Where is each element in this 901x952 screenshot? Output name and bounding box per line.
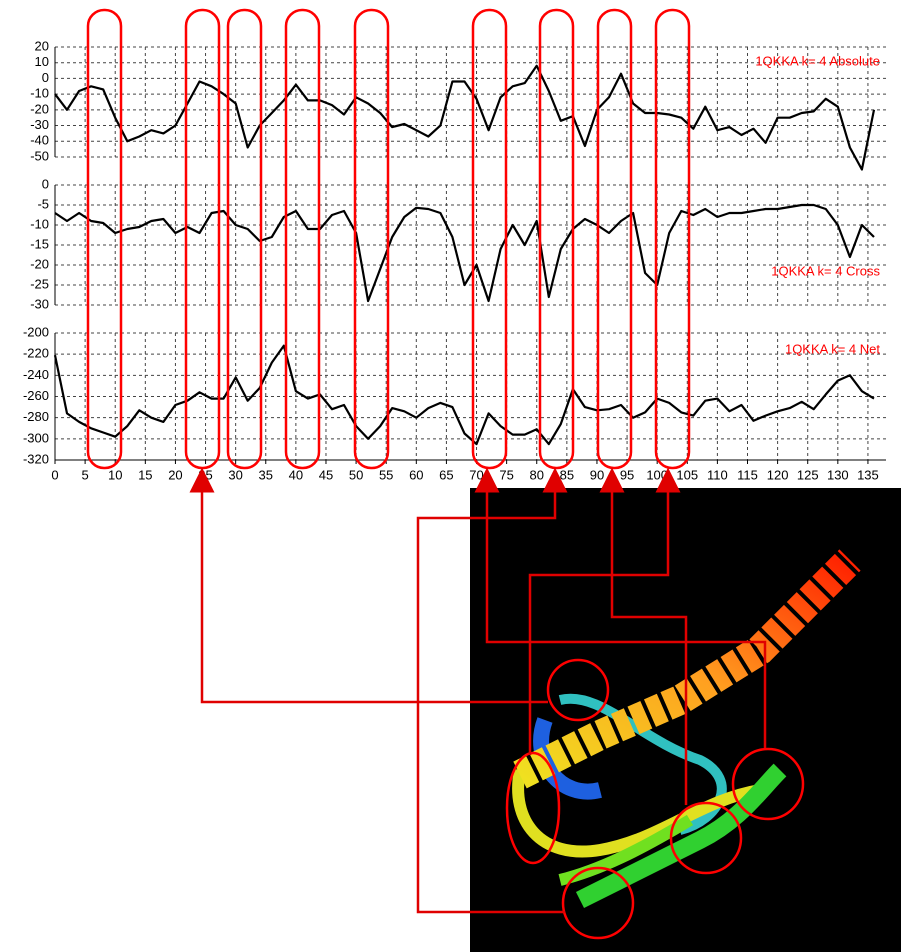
y-tick-label: -220: [23, 346, 49, 361]
series-label: 1QKKA k= 4 Absolute: [755, 53, 880, 68]
y-tick-label: -240: [23, 367, 49, 382]
x-tick-label: 85: [560, 467, 574, 482]
x-tick-label: 65: [439, 467, 453, 482]
y-tick-label: -20: [30, 101, 49, 116]
y-tick-label: -30: [30, 296, 49, 311]
series-label: 1QKKA k= 4 Net: [785, 341, 880, 356]
x-tick-label: 30: [228, 467, 242, 482]
data-line: [54, 64, 876, 171]
x-tick-label: 45: [319, 467, 333, 482]
x-tick-label: 75: [499, 467, 513, 482]
y-tick-label: 0: [42, 176, 49, 191]
x-tick-label: 60: [409, 467, 423, 482]
x-tick-label: 20: [168, 467, 182, 482]
x-tick-label: 95: [620, 467, 634, 482]
x-tick-label: 5: [81, 467, 88, 482]
y-tick-label: -15: [30, 236, 49, 251]
x-tick-label: 25: [198, 467, 212, 482]
y-tick-label: -25: [30, 276, 49, 291]
y-tick-label: -5: [37, 196, 49, 211]
y-tick-label: -50: [30, 148, 49, 163]
x-tick-label: 80: [530, 467, 544, 482]
y-tick-label: 20: [35, 38, 49, 53]
x-tick-label: 40: [289, 467, 303, 482]
x-tick-label: 55: [379, 467, 393, 482]
x-tick-label: 125: [797, 467, 819, 482]
y-tick-label: -300: [23, 430, 49, 445]
y-tick-label: -30: [30, 117, 49, 132]
series-label: 1QKKA k= 4 Cross: [771, 263, 880, 278]
y-tick-label: 10: [35, 54, 49, 69]
x-tick-label: 10: [108, 467, 122, 482]
x-tick-label: 110: [707, 467, 728, 482]
y-tick-label: -320: [23, 451, 49, 466]
x-tick-label: 115: [737, 467, 758, 482]
data-line: [53, 344, 875, 446]
x-tick-label: 0: [51, 467, 58, 482]
connector-arrows: [189, 467, 767, 914]
y-tick-label: -280: [23, 409, 49, 424]
x-tick-label: 70: [469, 467, 483, 482]
y-tick-label: -10: [30, 86, 49, 101]
x-tick-label: 15: [138, 467, 152, 482]
x-tick-label: 100: [646, 467, 668, 482]
x-tick-label: 105: [676, 467, 698, 482]
x-tick-label: 35: [259, 467, 273, 482]
x-tick-label: 120: [767, 467, 789, 482]
y-tick-label: -200: [23, 324, 49, 339]
x-tick-label: 135: [857, 467, 879, 482]
x-tick-label: 90: [590, 467, 604, 482]
y-tick-label: -20: [30, 256, 49, 271]
y-tick-label: 0: [42, 70, 49, 85]
y-tick-label: -10: [30, 216, 49, 231]
data-line: [54, 203, 875, 303]
highlight-regions: [86, 8, 691, 470]
x-tick-label: 130: [827, 467, 849, 482]
x-tick-label: 50: [349, 467, 363, 482]
y-tick-label: -40: [30, 133, 49, 148]
y-tick-label: -260: [23, 388, 49, 403]
